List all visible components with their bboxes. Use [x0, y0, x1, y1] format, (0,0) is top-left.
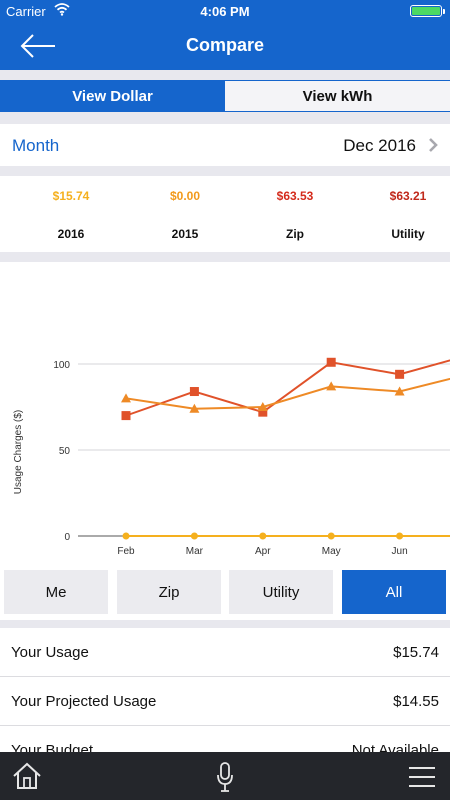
usage-chart-svg: 0 50 100 Usage Charges ($) Feb Mar Apr May Jun	[13, 357, 450, 557]
y-tick-label: 50	[59, 446, 71, 457]
divider	[0, 70, 450, 80]
filter-zip-button[interactable]: Zip	[117, 570, 221, 614]
view-toggle: View Dollar View kWh	[0, 80, 450, 112]
comparison-filters: Me Zip Utility All	[0, 568, 450, 620]
carrier-label: Carrier	[6, 4, 46, 19]
data-point	[190, 532, 198, 540]
status-time: 4:06 PM	[200, 4, 250, 19]
view-kwh-tab[interactable]: View kWh	[225, 81, 450, 111]
y-axis-label: Usage Charges ($)	[13, 410, 24, 494]
x-tick-label: May	[322, 546, 341, 557]
chevron-right-icon[interactable]	[426, 136, 440, 154]
summary-amount: $15.74	[52, 189, 90, 203]
usage-chart: 0 50 100 Usage Charges ($) Feb Mar Apr May Jun	[0, 262, 450, 568]
summary-label: Utility	[391, 227, 425, 241]
summary-label: Zip	[286, 227, 304, 241]
summary-amount: $0.00	[169, 189, 201, 203]
summary-amount: $63.21	[389, 189, 427, 203]
data-point	[396, 532, 404, 540]
x-tick-label: Mar	[186, 546, 204, 557]
nav-bar: Compare	[0, 22, 450, 70]
details-list: Your Usage $15.74 Your Projected Usage $…	[0, 628, 450, 775]
filter-all-button[interactable]: All	[342, 570, 446, 614]
status-bar: Carrier 4:06 PM	[0, 0, 450, 22]
data-point	[121, 411, 131, 421]
data-point	[257, 402, 268, 411]
data-point	[394, 386, 405, 396]
tab-bar	[0, 752, 450, 800]
microphone-icon[interactable]	[216, 761, 234, 798]
wifi-icon	[54, 2, 70, 19]
x-tick-label: Jun	[392, 546, 408, 557]
view-dollar-tab[interactable]: View Dollar	[0, 81, 225, 111]
detail-value: $15.74	[393, 644, 439, 661]
period-selector[interactable]: Month Dec 2016	[0, 124, 450, 166]
menu-icon[interactable]	[408, 766, 436, 793]
series-line	[125, 377, 450, 410]
data-point	[326, 381, 337, 391]
divider	[0, 620, 450, 628]
data-point	[189, 403, 200, 413]
page-title: Compare	[185, 35, 265, 55]
detail-value: $14.55	[393, 693, 439, 710]
list-item: Your Projected Usage $14.55	[0, 677, 450, 726]
data-point	[326, 357, 336, 367]
filter-utility-button[interactable]: Utility	[229, 570, 333, 614]
arrow-left-icon	[20, 34, 55, 58]
x-tick-label: Apr	[255, 546, 271, 557]
series-line	[125, 359, 450, 417]
home-icon[interactable]	[12, 761, 42, 796]
list-item: Your Usage $15.74	[0, 628, 450, 677]
data-point	[327, 532, 335, 540]
summary-amount: $63.53	[276, 189, 314, 203]
summary-panel: $15.74 2016 $0.00 2015 $63.53 Zip $63.21…	[0, 176, 450, 252]
data-point	[395, 369, 405, 379]
y-tick-label: 0	[64, 532, 70, 543]
filter-me-button[interactable]: Me	[4, 570, 108, 614]
divider	[0, 252, 450, 262]
data-point	[122, 532, 130, 540]
period-value: Dec 2016	[343, 136, 416, 155]
battery-icon	[410, 5, 445, 17]
data-point	[259, 532, 267, 540]
detail-label: Your Usage	[11, 644, 89, 661]
summary-label: 2015	[171, 227, 199, 241]
period-label: Month	[12, 136, 60, 155]
summary-label: 2016	[57, 227, 85, 241]
back-button[interactable]	[18, 30, 58, 62]
divider	[0, 166, 450, 176]
x-tick-label: Feb	[117, 546, 135, 557]
y-tick-label: 100	[53, 360, 70, 371]
data-point	[258, 407, 268, 417]
divider	[0, 112, 450, 124]
data-point	[121, 393, 131, 403]
detail-label: Your Projected Usage	[11, 693, 157, 710]
data-point	[189, 387, 199, 397]
